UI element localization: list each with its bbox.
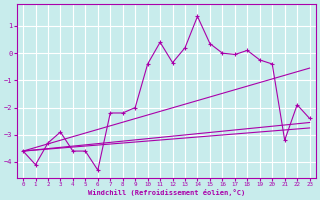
X-axis label: Windchill (Refroidissement éolien,°C): Windchill (Refroidissement éolien,°C)	[88, 189, 245, 196]
